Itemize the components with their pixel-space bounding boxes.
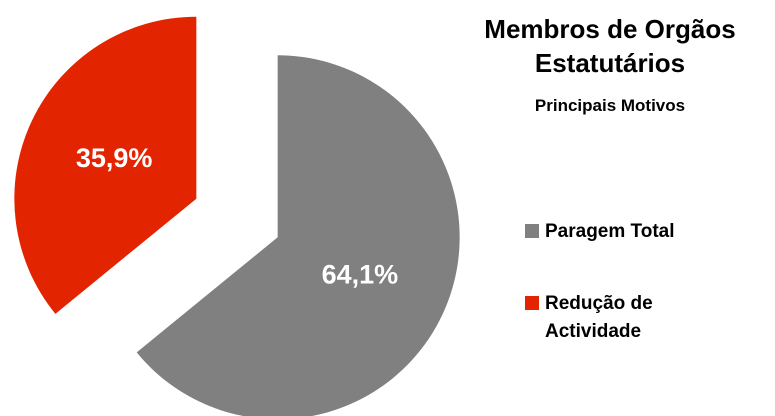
data-label: 35,9% (76, 143, 153, 173)
chart-subtitle: Principais Motivos (534, 96, 686, 115)
pie-slice (14, 16, 197, 314)
legend-swatch (525, 296, 539, 310)
legend: Paragem Total Redução de Actividade (525, 218, 735, 390)
chart-title: Membros de Orgãos Estatutários (484, 14, 736, 78)
legend-item: Paragem Total (525, 218, 735, 246)
legend-swatch (525, 224, 539, 238)
pie-area: 64,1% 35,9% (14, 16, 460, 416)
data-label: 64,1% (322, 259, 399, 289)
pie-slice (136, 55, 460, 416)
legend-item: Redução de Actividade (525, 290, 735, 346)
legend-label: Paragem Total (545, 221, 675, 242)
legend-label: Redução de Actividade (545, 293, 653, 342)
